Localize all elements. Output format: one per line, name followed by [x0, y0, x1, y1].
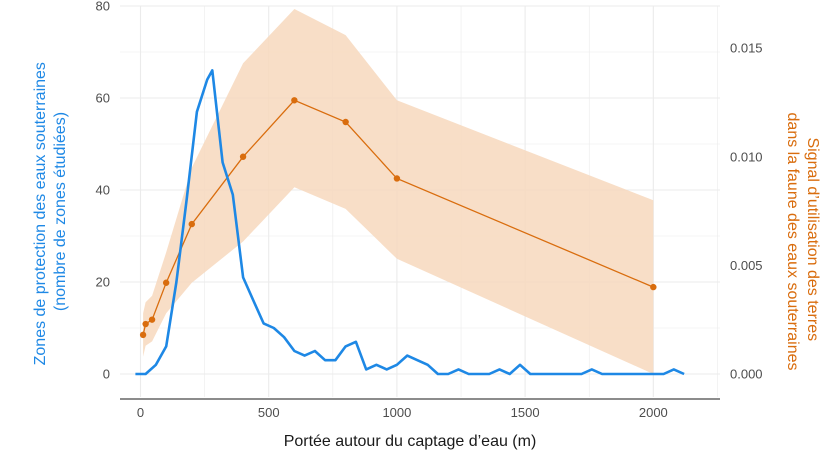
signal-point — [291, 97, 298, 104]
right-tick-label: 0.005 — [730, 258, 763, 273]
signal-point — [139, 331, 147, 339]
left-axis-label-line-2: (nombre de zones étudiées) — [52, 112, 69, 311]
x-tick-label: 0 — [137, 405, 144, 420]
signal-point — [162, 279, 170, 286]
left-axis-label-line-1: Zones de protection des eaux souterraine… — [32, 62, 49, 365]
left-axis-ticks: 0 20 40 60 80 — [96, 0, 110, 382]
x-tick-label: 500 — [258, 405, 280, 420]
right-tick-label: 0.000 — [730, 366, 763, 381]
right-axis-label: Signal d’utilisation des terres dans la … — [784, 113, 821, 371]
right-tick-label: 0.010 — [730, 149, 763, 164]
x-tick-label: 1500 — [511, 405, 540, 420]
left-tick-label: 40 — [96, 183, 110, 198]
x-tick-label: 2000 — [639, 405, 668, 420]
left-tick-label: 80 — [96, 0, 110, 14]
signal-point — [342, 118, 349, 126]
signal-point — [393, 175, 401, 182]
signal-point — [650, 283, 657, 291]
x-axis-ticks: 0 500 1000 1500 2000 — [137, 405, 668, 420]
x-tick-label: 1000 — [382, 405, 411, 420]
signal-point — [188, 220, 195, 228]
right-axis-label-line-2: dans la faune des eaux souterraines — [784, 113, 801, 371]
signal-point — [142, 320, 149, 328]
zones-series-line — [135, 69, 685, 376]
right-tick-label: 0.015 — [730, 41, 763, 56]
left-axis-label: Zones de protection des eaux souterraine… — [32, 58, 69, 366]
x-axis-label: Portée autour du captage d’eau (m) — [284, 433, 537, 450]
signal-point — [239, 153, 247, 160]
signal-point — [148, 316, 156, 323]
left-tick-label: 0 — [103, 367, 110, 382]
confidence-band — [143, 9, 654, 374]
right-axis-ticks: 0.000 0.005 0.010 0.015 — [730, 41, 763, 382]
right-axis-label-line-1: Signal d’utilisation des terres — [804, 137, 821, 341]
signal-series-line — [142, 99, 654, 336]
left-tick-label: 60 — [96, 91, 110, 106]
left-tick-label: 20 — [96, 275, 110, 290]
signal-series-points — [139, 97, 657, 339]
